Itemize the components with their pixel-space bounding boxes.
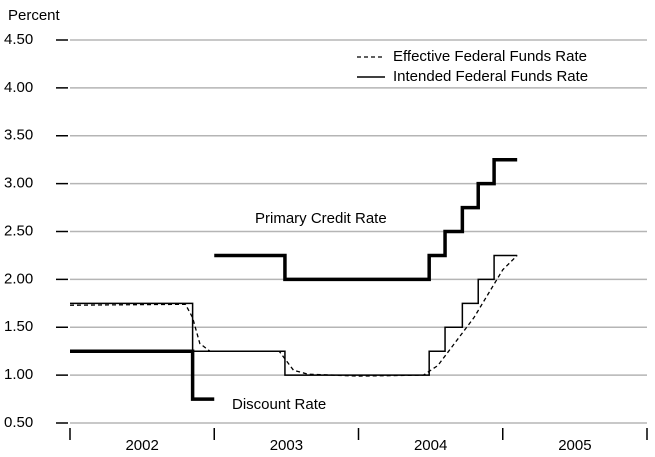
y-tick-label: 1.50 <box>4 318 33 335</box>
series-annotation: Primary Credit Rate <box>255 210 387 227</box>
series-annotation: Discount Rate <box>232 396 326 413</box>
x-tick-label: 2002 <box>125 437 158 454</box>
legend-label: Effective Federal Funds Rate <box>393 48 587 65</box>
series-line <box>69 254 518 377</box>
x-tick-label: 2004 <box>414 437 447 454</box>
y-tick-label: 3.00 <box>4 175 33 192</box>
y-tick-label: 2.00 <box>4 270 33 287</box>
y-tick-label: 0.50 <box>4 414 33 431</box>
y-tick-label: 3.50 <box>4 127 33 144</box>
y-tick-label: 4.50 <box>4 31 33 48</box>
y-tick-label: 2.50 <box>4 222 33 239</box>
y-axis-title: Percent <box>8 7 61 24</box>
series-line <box>70 254 518 376</box>
y-tick-label: 1.00 <box>4 366 33 383</box>
series-line <box>70 349 215 401</box>
series-line <box>214 157 518 282</box>
x-tick-label: 2005 <box>558 437 591 454</box>
legend-label: Intended Federal Funds Rate <box>393 68 588 85</box>
y-tick-label: 4.00 <box>4 79 33 96</box>
x-tick-label: 2003 <box>270 437 303 454</box>
